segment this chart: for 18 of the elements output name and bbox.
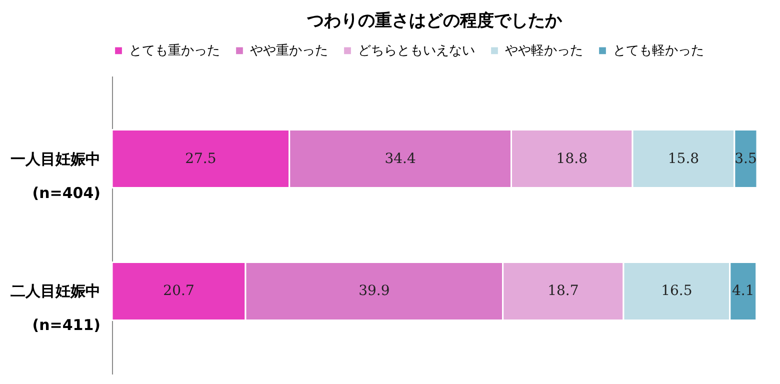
legend-label: どちらともいえない <box>358 44 475 59</box>
legend-label: やや軽かった <box>505 44 583 59</box>
y-tick-label: 二人目妊娠中 (n=411) <box>10 282 100 334</box>
legend-label: とても重かった <box>129 44 220 59</box>
y-tick-label: 一人目妊娠中 (n=404) <box>10 150 100 202</box>
data-label: 18.8 <box>556 150 588 167</box>
data-label: 4.1 <box>732 283 754 300</box>
data-label: 27.5 <box>185 150 216 167</box>
data-label: 34.4 <box>384 150 416 167</box>
data-label: 20.7 <box>163 283 194 300</box>
data-label: 16.5 <box>661 283 692 300</box>
legend-label: やや重かった <box>250 44 328 59</box>
data-label: 39.9 <box>358 283 390 300</box>
data-label: 15.8 <box>668 150 700 167</box>
data-label: 3.5 <box>734 150 757 167</box>
legend-label: とても軽かった <box>613 44 704 59</box>
data-label: 18.7 <box>548 283 579 300</box>
chart-title: つわりの重さはどの程度でしたか <box>306 11 563 31</box>
